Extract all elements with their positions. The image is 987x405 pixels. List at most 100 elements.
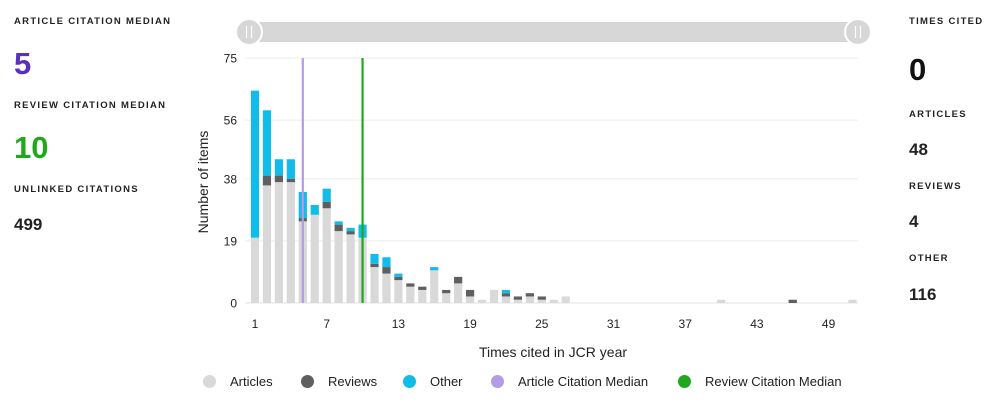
x-tick-label: 31 bbox=[607, 317, 621, 331]
bar-articles[interactable] bbox=[262, 185, 272, 303]
bar-articles[interactable] bbox=[286, 182, 295, 303]
bar-articles[interactable] bbox=[322, 208, 331, 303]
bar-reviews[interactable] bbox=[525, 293, 534, 297]
range-slider[interactable] bbox=[235, 18, 872, 46]
x-axis-ticks: 1 7 13 19 25 31 37 43 49 bbox=[252, 317, 836, 331]
x-tick-label: 43 bbox=[750, 317, 764, 331]
bar-other[interactable] bbox=[286, 159, 295, 179]
bar-articles[interactable] bbox=[382, 273, 391, 303]
bar-articles[interactable] bbox=[274, 182, 283, 303]
bar-articles[interactable] bbox=[477, 299, 487, 303]
bar-reviews[interactable] bbox=[346, 231, 355, 235]
articles-count-label: ARTICLES bbox=[909, 109, 967, 120]
bar-reviews[interactable] bbox=[406, 283, 415, 287]
bar-other[interactable] bbox=[346, 227, 355, 232]
bar-reviews[interactable] bbox=[537, 296, 546, 300]
bar-articles[interactable] bbox=[454, 283, 463, 303]
article-median-value: 5 bbox=[14, 46, 32, 81]
bar-other[interactable] bbox=[394, 273, 403, 277]
bar-other[interactable] bbox=[334, 221, 343, 225]
legend-item-article-median[interactable]: Article Citation Median bbox=[491, 374, 648, 389]
y-tick-label: 19 bbox=[224, 234, 238, 248]
x-tick-label: 49 bbox=[822, 317, 836, 331]
legend-item-articles[interactable]: Articles bbox=[203, 374, 273, 389]
bar-articles[interactable] bbox=[513, 299, 522, 303]
bar-articles[interactable] bbox=[430, 270, 439, 303]
y-tick-label: 56 bbox=[224, 114, 238, 128]
median-lines bbox=[301, 58, 364, 303]
legend-dot-reviews bbox=[301, 375, 314, 388]
bar-articles[interactable] bbox=[525, 296, 534, 303]
reviews-count-value: 4 bbox=[909, 212, 919, 231]
slider-right-handle[interactable] bbox=[844, 18, 872, 46]
bar-reviews[interactable] bbox=[394, 276, 403, 281]
bar-articles[interactable] bbox=[334, 231, 343, 303]
bar-articles[interactable] bbox=[561, 296, 570, 303]
bar-other[interactable] bbox=[322, 188, 331, 202]
bar-reviews[interactable] bbox=[262, 175, 272, 186]
bar-articles[interactable] bbox=[250, 237, 260, 303]
bar-articles[interactable] bbox=[418, 289, 427, 303]
bar-reviews[interactable] bbox=[442, 289, 451, 294]
other-count-value: 116 bbox=[909, 285, 937, 304]
bar-reviews[interactable] bbox=[454, 276, 463, 284]
slider-left-handle[interactable] bbox=[235, 18, 263, 46]
bar-other[interactable] bbox=[501, 289, 511, 294]
bar-reviews[interactable] bbox=[513, 296, 522, 300]
bar-articles[interactable] bbox=[310, 214, 319, 303]
bar-articles[interactable] bbox=[848, 299, 857, 303]
legend-dot-other bbox=[403, 375, 416, 388]
legend-label-review-median: Review Citation Median bbox=[705, 374, 842, 389]
bar-articles[interactable] bbox=[549, 299, 558, 303]
bar-reviews[interactable] bbox=[370, 263, 379, 268]
bar-other[interactable] bbox=[310, 205, 319, 215]
bar-articles[interactable] bbox=[442, 293, 451, 303]
slider-track[interactable] bbox=[240, 22, 866, 42]
bar-other[interactable] bbox=[370, 254, 379, 264]
legend-dot-articles bbox=[203, 375, 216, 388]
bar-articles[interactable] bbox=[501, 296, 511, 303]
article-median-label: ARTICLE CITATION MEDIAN bbox=[14, 16, 172, 27]
bar-other[interactable] bbox=[274, 159, 283, 176]
bar-reviews[interactable] bbox=[382, 267, 391, 274]
y-tick-label: 38 bbox=[224, 172, 238, 186]
x-tick-label: 7 bbox=[323, 317, 330, 331]
review-median-label: REVIEW CITATION MEDIAN bbox=[14, 100, 167, 111]
bar-articles[interactable] bbox=[489, 289, 499, 303]
bar-reviews[interactable] bbox=[501, 293, 511, 297]
bar-reviews[interactable] bbox=[788, 299, 797, 303]
legend-item-other[interactable]: Other bbox=[403, 374, 463, 389]
y-tick-label: 75 bbox=[224, 52, 238, 66]
bar-reviews[interactable] bbox=[274, 175, 283, 183]
legend-label-reviews: Reviews bbox=[328, 374, 378, 389]
other-count-label: OTHER bbox=[909, 253, 949, 264]
unlinked-citations-value: 499 bbox=[14, 215, 43, 234]
bar-reviews[interactable] bbox=[286, 178, 295, 183]
bar-other[interactable] bbox=[250, 90, 260, 238]
chart-legend: Articles Reviews Other Article Citation … bbox=[0, 374, 987, 392]
bar-articles[interactable] bbox=[346, 234, 355, 303]
bar-other[interactable] bbox=[430, 267, 439, 271]
y-axis-ticks: 0 19 38 56 75 bbox=[224, 52, 238, 311]
bar-articles[interactable] bbox=[716, 299, 726, 303]
bar-reviews[interactable] bbox=[466, 289, 475, 297]
bar-articles[interactable] bbox=[466, 296, 475, 303]
bar-other[interactable] bbox=[382, 257, 391, 268]
legend-dot-review-median bbox=[678, 375, 691, 388]
articles-count-value: 48 bbox=[909, 140, 928, 159]
legend-item-reviews[interactable]: Reviews bbox=[301, 374, 377, 389]
citation-distribution-chart: 0 19 38 56 75 1 7 13 19 25 31 37 43 49 Number of ite… bbox=[195, 18, 872, 360]
bar-articles[interactable] bbox=[406, 286, 415, 303]
bar-reviews[interactable] bbox=[418, 286, 427, 290]
bar-reviews[interactable] bbox=[322, 201, 331, 209]
legend-item-review-median[interactable]: Review Citation Median bbox=[678, 374, 842, 389]
bar-other[interactable] bbox=[262, 110, 272, 176]
bar-articles[interactable] bbox=[370, 267, 379, 303]
x-tick-label: 25 bbox=[535, 317, 549, 331]
bar-articles[interactable] bbox=[537, 299, 546, 303]
times-cited-value: 0 bbox=[909, 52, 927, 87]
bar-reviews[interactable] bbox=[334, 224, 343, 232]
bar-articles[interactable] bbox=[394, 280, 403, 303]
x-tick-label: 1 bbox=[252, 317, 259, 331]
x-tick-label: 13 bbox=[392, 317, 406, 331]
